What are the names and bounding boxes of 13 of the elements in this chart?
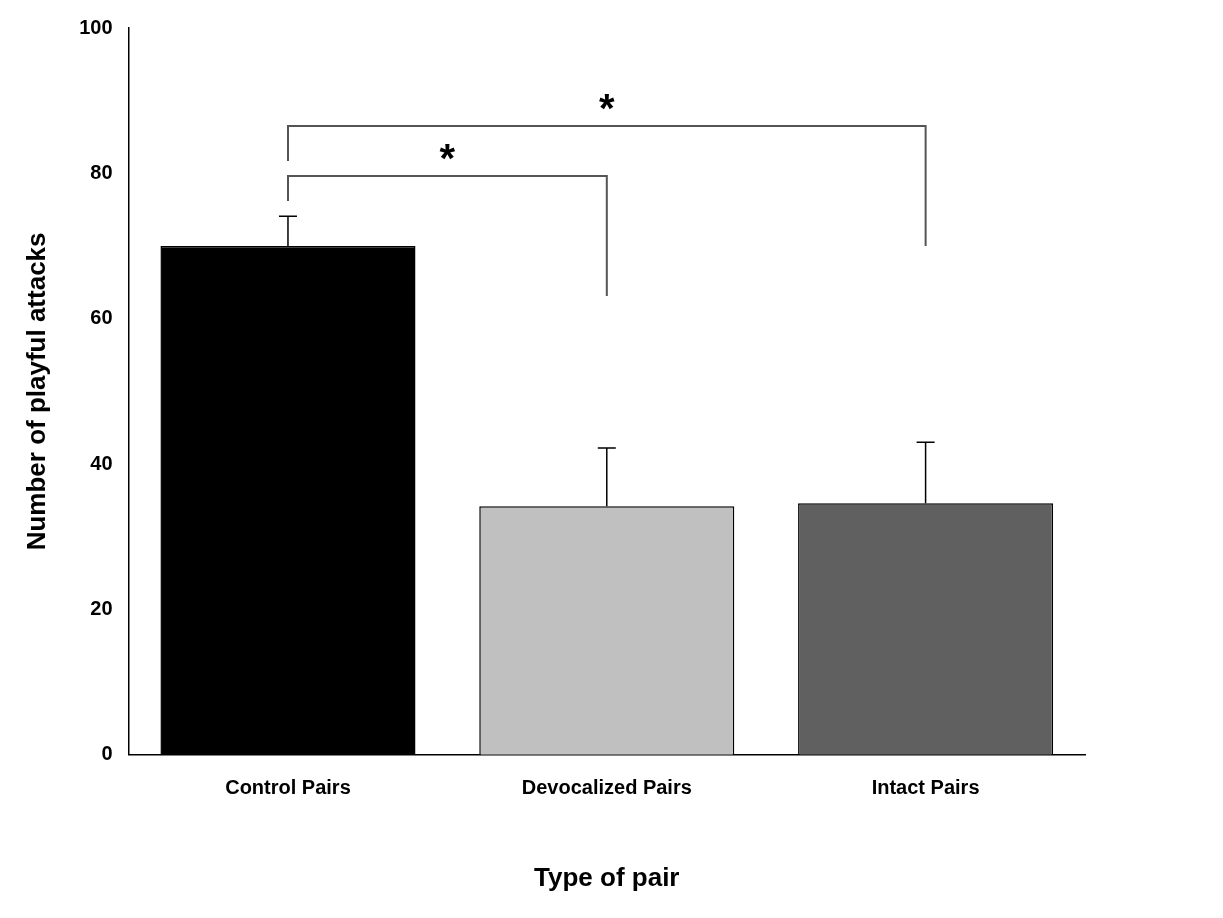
x-tick-label: Devocalized Pairs <box>521 776 692 799</box>
x-axis-title: Type of pair <box>534 861 680 892</box>
annotation: * <box>438 136 457 181</box>
y-axis-title: Number of playful attacks <box>20 232 51 551</box>
y-tick-label: 80 <box>90 160 113 183</box>
y-tick-label: 60 <box>90 306 113 329</box>
x-tick-label: Intact Pairs <box>871 776 980 799</box>
y-tick-label: 0 <box>101 742 113 765</box>
annotation: * <box>598 86 616 131</box>
y-tick-label: 40 <box>90 451 113 474</box>
x-tick-label: Control Pairs <box>225 776 351 799</box>
y-tick-label: 100 <box>79 15 113 38</box>
y-tick-label: 20 <box>90 596 113 619</box>
